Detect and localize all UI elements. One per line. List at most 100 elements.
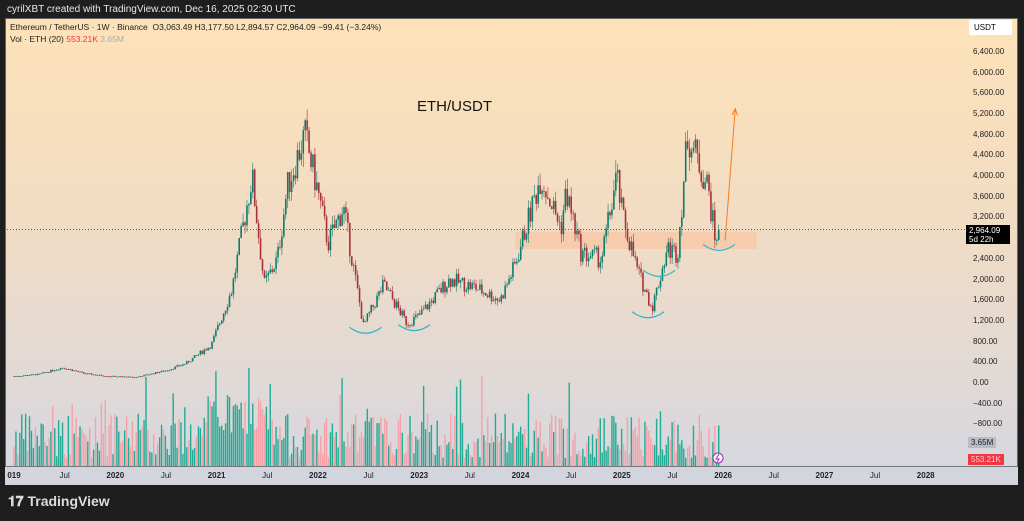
- currency-unit-button[interactable]: USDT: [969, 20, 1012, 35]
- candle: [333, 224, 336, 229]
- candle: [98, 374, 101, 376]
- candle: [195, 355, 198, 356]
- volume-bar: [238, 409, 240, 466]
- volume-bar: [527, 393, 530, 466]
- candle: [393, 299, 396, 308]
- volume-bar: [455, 386, 458, 466]
- volume-bar: [211, 406, 213, 466]
- candle: [613, 190, 615, 210]
- candle: [665, 252, 668, 266]
- candle: [638, 266, 640, 269]
- y-tick-label: 4,800.00: [973, 129, 1005, 139]
- candle: [715, 239, 718, 241]
- volume-bar: [384, 417, 386, 466]
- volume-bar: [327, 457, 330, 466]
- candle: [539, 185, 541, 195]
- volume-bar: [372, 417, 374, 466]
- volume-bar: [201, 435, 204, 466]
- volume-bar: [516, 436, 518, 466]
- candle: [448, 278, 450, 288]
- chart-annotation-title[interactable]: ETH/USDT: [417, 98, 492, 115]
- x-tick-label: Jul: [869, 471, 881, 480]
- volume-bar: [430, 424, 433, 466]
- candle: [533, 195, 536, 197]
- volume-bar: [325, 418, 328, 466]
- volume-bar: [519, 426, 522, 466]
- volume-label[interactable]: Vol · ETH (20): [10, 34, 64, 44]
- volume-bar: [675, 451, 677, 466]
- volume-bar: [219, 426, 221, 466]
- volume-bar: [634, 427, 636, 466]
- volume-bar: [671, 422, 673, 466]
- candle: [498, 300, 501, 302]
- volume-bar: [504, 413, 506, 466]
- candle: [32, 374, 35, 376]
- x-tick-label: 2025: [612, 471, 631, 480]
- volume-bar: [640, 449, 642, 466]
- volume-bar: [655, 418, 658, 466]
- volume-bar: [403, 454, 405, 466]
- volume-ma-badge: 3.65M: [968, 437, 997, 448]
- volume-bar: [380, 417, 382, 466]
- volume-bar: [665, 444, 667, 466]
- volume-bar: [257, 398, 260, 466]
- y-tick-label: 1,200.00: [973, 315, 1005, 325]
- x-tick-label: 2026: [714, 471, 732, 480]
- candle: [112, 375, 114, 377]
- volume-bar: [368, 421, 370, 466]
- candle: [218, 323, 221, 326]
- volume-bar: [378, 423, 380, 466]
- candle: [238, 237, 240, 255]
- x-tick-label: Jul: [566, 471, 577, 480]
- candle: [710, 191, 712, 222]
- volume-bar: [358, 437, 361, 466]
- candle: [314, 154, 316, 191]
- candle: [42, 372, 44, 374]
- candle: [385, 281, 388, 290]
- volume-bar: [122, 440, 124, 466]
- tradingview-logo[interactable]: 𝟏𝟕 TradingView: [8, 493, 110, 510]
- candle: [702, 181, 704, 189]
- volume-bar: [24, 413, 27, 466]
- candle: [566, 188, 569, 207]
- y-tick-label: 4,000.00: [973, 171, 1005, 180]
- candle: [554, 200, 557, 214]
- volume-bar: [197, 426, 200, 466]
- candle: [176, 365, 178, 367]
- bottom-arc: [349, 326, 382, 334]
- symbol-info[interactable]: Ethereum / TetherUS · 1W · Binance: [10, 22, 148, 32]
- y-tick-label: 6,400.00: [973, 46, 1005, 56]
- candle: [240, 226, 242, 238]
- candle: [473, 283, 475, 285]
- volume-bar: [399, 413, 402, 466]
- volume-bar: [321, 453, 324, 466]
- volume-bar: [467, 444, 469, 466]
- volume-ma-value: 3.65M: [100, 34, 124, 44]
- candle: [535, 195, 538, 204]
- candle: [271, 269, 274, 272]
- volume-bar: [397, 420, 400, 466]
- candle: [209, 347, 211, 349]
- candle: [420, 309, 423, 315]
- candle: [568, 196, 571, 207]
- volume-bar: [436, 420, 438, 466]
- candle: [96, 375, 99, 376]
- volume-bar: [477, 438, 479, 466]
- candle: [545, 191, 547, 198]
- candle: [135, 377, 138, 379]
- volume-bar: [57, 420, 60, 466]
- volume-bar: [648, 430, 650, 466]
- candle: [133, 377, 136, 379]
- volume-bar: [545, 447, 547, 466]
- candle: [514, 262, 516, 264]
- candle: [529, 207, 532, 222]
- time-axis[interactable]: [5, 466, 1018, 485]
- candle: [704, 182, 706, 189]
- x-tick-label: Jul: [363, 471, 374, 480]
- volume-badge: 553.21K: [968, 454, 1004, 465]
- volume-bar: [702, 446, 704, 466]
- volume-bar: [273, 444, 275, 466]
- volume-bar: [710, 457, 712, 466]
- volume-bar: [285, 415, 287, 466]
- candle: [424, 304, 427, 309]
